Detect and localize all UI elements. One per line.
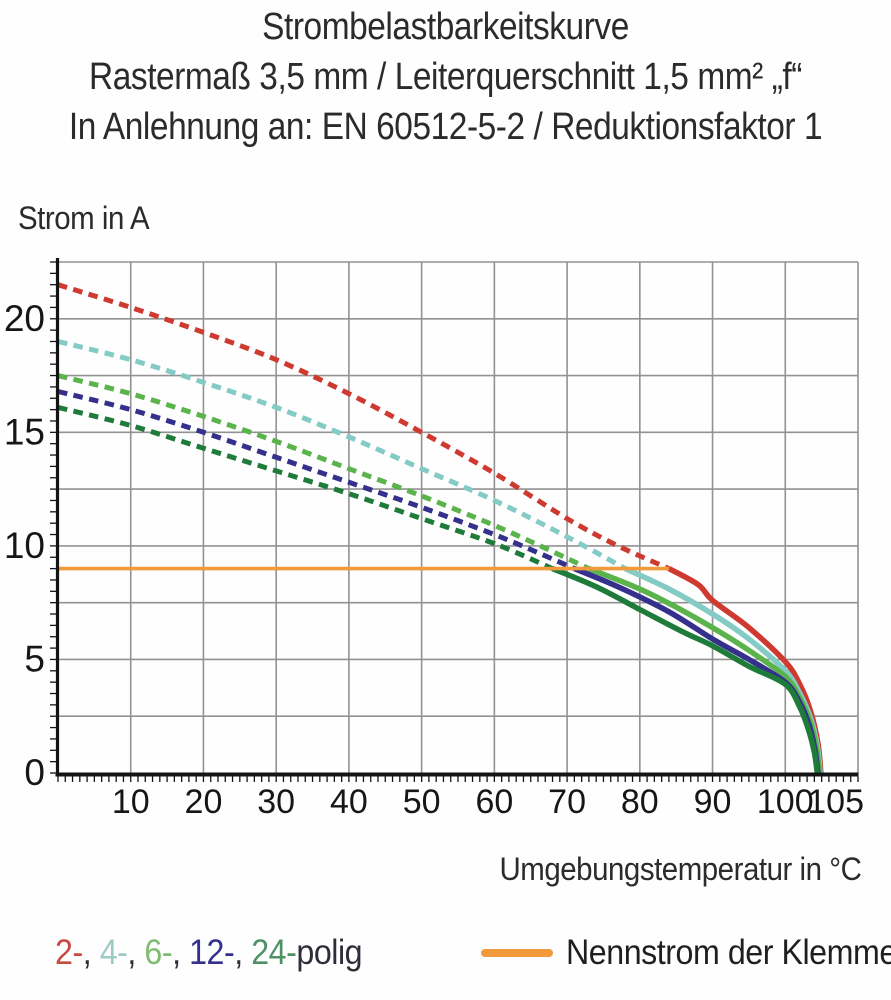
legend-separator: , bbox=[82, 933, 100, 972]
y-tick-label: 15 bbox=[4, 411, 45, 452]
legend-separator: , bbox=[172, 933, 190, 972]
curve-24-polig-dashed bbox=[57, 404, 554, 571]
curve-4-polig-dashed bbox=[57, 339, 627, 571]
x-tick-label: 60 bbox=[475, 783, 513, 821]
x-tick-label: 80 bbox=[621, 783, 659, 821]
x-tick-label: 10 bbox=[112, 783, 150, 821]
x-tick-label: 20 bbox=[185, 783, 223, 821]
x-tick-label: 30 bbox=[257, 783, 295, 821]
curve-12-polig-dashed bbox=[57, 389, 576, 571]
y-tick-label: 20 bbox=[4, 298, 45, 339]
x-axis-title: Umgebungstemperatur in °C bbox=[499, 851, 861, 887]
legend-pole-12: 12- bbox=[189, 933, 235, 972]
legend-row: 2-, 4-, 6-, 12-, 24-polig Nennstrom der … bbox=[0, 933, 891, 983]
title-line-1: Strombelastbarkeitskurve bbox=[262, 6, 629, 48]
curve-24-polig-solid bbox=[551, 566, 821, 774]
legend-pole-counts: 2-, 4-, 6-, 12-, 24-polig bbox=[55, 933, 363, 973]
legend-poles-suffix: polig bbox=[296, 933, 363, 972]
y-tick-label: 5 bbox=[24, 638, 45, 679]
chart-title-block: Strombelastbarkeitskurve Rastermaß 3,5 m… bbox=[0, 2, 891, 152]
legend-pole-2: 2- bbox=[55, 933, 83, 972]
rated-current-label: Nennstrom der Klemme bbox=[566, 933, 891, 972]
legend-pole-6: 6- bbox=[144, 933, 173, 972]
y-tick-label: 10 bbox=[4, 525, 45, 566]
x-tick-label: 50 bbox=[403, 783, 441, 821]
title-line-3: In Anlehnung an: EN 60512-5-2 / Reduktio… bbox=[68, 106, 823, 148]
curve-6-polig-dashed bbox=[57, 373, 590, 571]
x-tick-label: 40 bbox=[330, 783, 368, 821]
legend-separator: , bbox=[234, 933, 252, 972]
legend-separator: , bbox=[127, 933, 145, 972]
legend-pole-24: 24- bbox=[251, 933, 297, 972]
title-line-2: Rastermaß 3,5 mm / Leiterquerschnitt 1,5… bbox=[89, 56, 802, 98]
x-tick-label: 105 bbox=[807, 783, 864, 821]
x-tick-label: 70 bbox=[548, 783, 586, 821]
rated-current-swatch bbox=[481, 949, 553, 957]
curve-2-polig-dashed bbox=[57, 282, 670, 571]
x-tick-label: 90 bbox=[694, 783, 732, 821]
legend-pole-4: 4- bbox=[99, 933, 128, 972]
y-axis-title: Strom in A bbox=[18, 200, 150, 236]
x-tick-label: 100 bbox=[757, 783, 814, 821]
y-tick-label: 0 bbox=[24, 752, 45, 793]
